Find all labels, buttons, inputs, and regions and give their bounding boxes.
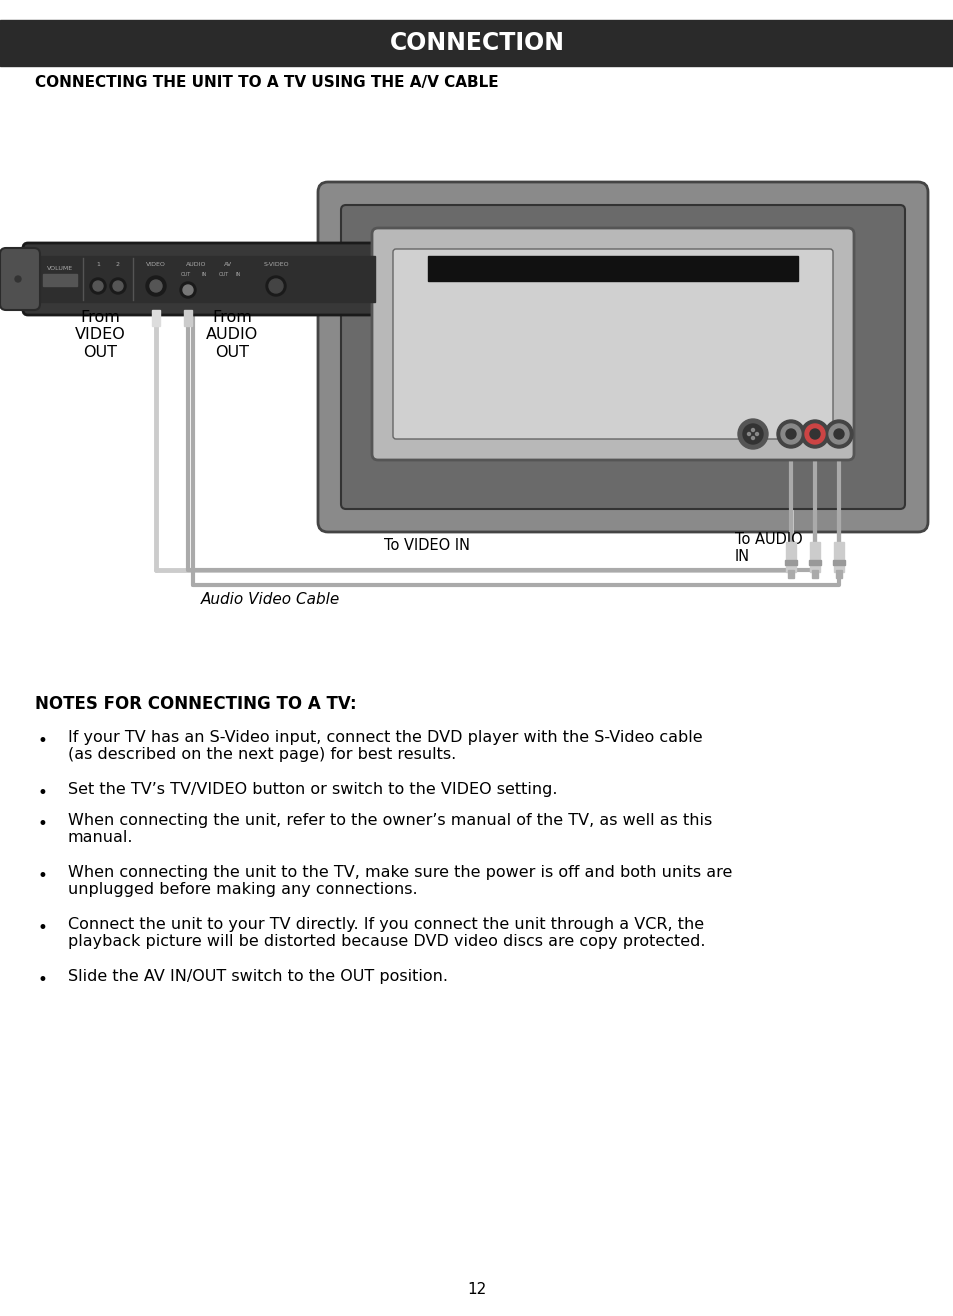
Bar	[0, 20, 953, 66]
Text: Audio Video Cable: Audio Video Cable	[200, 592, 339, 608]
Text: S-VIDEO: S-VIDEO	[263, 262, 289, 267]
Text: Connect the unit to your TV directly. If you connect the unit through a VCR, the: Connect the unit to your TV directly. If…	[68, 917, 705, 949]
Circle shape	[776, 420, 804, 447]
Circle shape	[747, 433, 750, 436]
Circle shape	[150, 280, 162, 292]
Circle shape	[828, 424, 848, 443]
Circle shape	[751, 437, 754, 440]
Circle shape	[785, 429, 795, 440]
Bar	[808, 561, 821, 565]
Text: 2: 2	[116, 262, 120, 267]
Bar	[832, 561, 844, 565]
Circle shape	[92, 282, 103, 291]
Text: AUDIO: AUDIO	[186, 262, 206, 267]
Text: Slide the AV IN/OUT switch to the OUT position.: Slide the AV IN/OUT switch to the OUT po…	[68, 969, 448, 984]
Circle shape	[180, 282, 195, 297]
FancyBboxPatch shape	[317, 182, 927, 532]
Bar	[43, 274, 77, 286]
Text: OUT: OUT	[181, 272, 191, 276]
Text: •: •	[37, 867, 47, 884]
Text: •: •	[37, 815, 47, 833]
Circle shape	[755, 433, 758, 436]
Bar	[785, 542, 795, 572]
Bar	[835, 570, 841, 578]
Bar	[787, 570, 793, 578]
Circle shape	[738, 418, 767, 449]
FancyBboxPatch shape	[23, 243, 388, 315]
Circle shape	[110, 278, 126, 293]
Text: 12: 12	[467, 1283, 486, 1298]
Text: CONNECTION: CONNECTION	[389, 32, 564, 55]
Circle shape	[804, 424, 824, 443]
Text: •: •	[37, 784, 47, 801]
Bar	[784, 561, 796, 565]
Circle shape	[833, 429, 843, 440]
FancyBboxPatch shape	[340, 205, 904, 509]
Bar	[833, 542, 843, 572]
FancyBboxPatch shape	[0, 247, 40, 311]
Circle shape	[266, 276, 286, 296]
Bar	[36, 257, 375, 301]
Circle shape	[781, 424, 801, 443]
Circle shape	[183, 286, 193, 295]
Text: IN: IN	[235, 272, 240, 276]
Text: From
AUDIO
OUT: From AUDIO OUT	[206, 311, 258, 359]
Text: NOTES FOR CONNECTING TO A TV:: NOTES FOR CONNECTING TO A TV:	[35, 695, 356, 713]
Text: When connecting the unit, refer to the owner’s manual of the TV, as well as this: When connecting the unit, refer to the o…	[68, 813, 712, 845]
Bar	[152, 311, 160, 326]
Text: To AUDIO
IN: To AUDIO IN	[734, 532, 801, 565]
Text: AV: AV	[224, 262, 232, 267]
Text: CONNECTING THE UNIT TO A TV USING THE A/V CABLE: CONNECTING THE UNIT TO A TV USING THE A/…	[35, 75, 498, 89]
Circle shape	[801, 420, 828, 447]
Circle shape	[269, 279, 283, 293]
Bar	[428, 257, 797, 282]
Text: If your TV has an S-Video input, connect the DVD player with the S-Video cable
(: If your TV has an S-Video input, connect…	[68, 730, 702, 762]
Circle shape	[146, 276, 166, 296]
Text: VOLUME: VOLUME	[47, 266, 73, 271]
Text: When connecting the unit to the TV, make sure the power is off and both units ar: When connecting the unit to the TV, make…	[68, 865, 732, 898]
Text: From
VIDEO
OUT: From VIDEO OUT	[74, 311, 125, 359]
Text: •: •	[37, 732, 47, 750]
Text: VIDEO: VIDEO	[146, 262, 166, 267]
Text: •: •	[37, 971, 47, 990]
Circle shape	[112, 282, 123, 291]
Circle shape	[742, 424, 762, 443]
FancyBboxPatch shape	[393, 249, 832, 440]
Text: 1: 1	[96, 262, 100, 267]
FancyBboxPatch shape	[372, 228, 853, 461]
Text: Set the TV’s TV/VIDEO button or switch to the VIDEO setting.: Set the TV’s TV/VIDEO button or switch t…	[68, 782, 557, 797]
Circle shape	[90, 278, 106, 293]
Text: IN: IN	[201, 272, 207, 276]
Text: •: •	[37, 919, 47, 937]
Circle shape	[809, 429, 820, 440]
Circle shape	[751, 429, 754, 432]
Text: OUT: OUT	[218, 272, 229, 276]
Bar	[811, 570, 817, 578]
Circle shape	[824, 420, 852, 447]
Bar	[809, 542, 820, 572]
Text: To VIDEO IN: To VIDEO IN	[384, 537, 470, 553]
Bar	[184, 311, 192, 326]
Circle shape	[15, 276, 21, 282]
